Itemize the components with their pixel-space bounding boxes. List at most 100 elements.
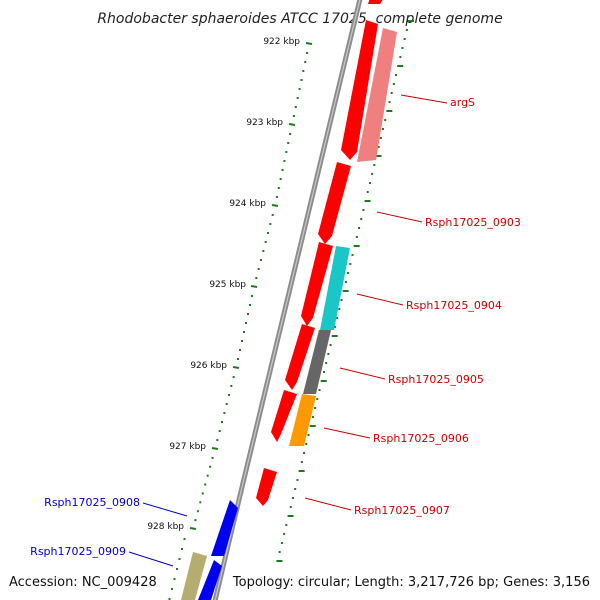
outer-major-tick — [397, 65, 404, 67]
outer-major-tick — [408, 20, 414, 22]
outer-minor-tick — [382, 128, 385, 130]
minor-tick-mark — [302, 70, 305, 72]
outer-minor-tick — [307, 434, 310, 436]
feature-0909-khaki[interactable] — [181, 552, 207, 600]
minor-tick-mark — [194, 519, 197, 522]
outer-minor-tick — [329, 344, 332, 346]
outer-minor-tick — [355, 236, 358, 238]
outer-major-tick — [309, 425, 316, 427]
minor-tick-mark — [232, 376, 235, 378]
outer-major-tick — [320, 380, 327, 382]
outer-minor-tick — [351, 254, 354, 256]
outer-minor-tick — [338, 308, 341, 310]
minor-tick-mark — [173, 578, 176, 580]
minor-tick-mark — [255, 277, 258, 279]
minor-tick-mark — [178, 558, 181, 560]
gene-arrow-argS[interactable] — [341, 20, 378, 160]
gene-arrow-0907[interactable] — [256, 468, 277, 506]
minor-tick-mark — [298, 88, 301, 90]
outer-minor-tick — [390, 92, 393, 94]
outer-minor-tick — [285, 524, 288, 526]
outer-minor-tick — [316, 398, 319, 400]
minor-tick-mark — [225, 403, 228, 405]
minor-tick-mark — [201, 492, 204, 495]
gene-label[interactable]: argS — [450, 96, 475, 109]
tick-label: 928 kbp — [147, 522, 184, 532]
outer-minor-tick — [349, 263, 352, 265]
minor-tick-mark — [294, 106, 297, 108]
outer-minor-tick — [305, 443, 308, 445]
gene-arrow-0908[interactable] — [211, 500, 238, 556]
major-tick-mark — [271, 204, 279, 207]
outer-minor-tick — [280, 542, 283, 544]
minor-tick-mark — [204, 483, 207, 486]
accession-text: Accession: NC_009428 — [9, 575, 157, 590]
minor-tick-mark — [283, 160, 286, 162]
minor-tick-mark — [300, 79, 303, 81]
minor-tick-mark — [196, 510, 199, 513]
minor-tick-mark — [285, 151, 288, 153]
gene-label[interactable]: Rsph17025_0903 — [425, 216, 521, 229]
minor-tick-mark — [183, 538, 186, 540]
genome-summary-text: Topology: circular; Length: 3,217,726 bp… — [232, 575, 590, 590]
outer-major-tick — [298, 470, 305, 472]
gene-label[interactable]: Rsph17025_0905 — [388, 373, 484, 386]
tick-label: 924 kbp — [229, 199, 266, 209]
minor-tick-mark — [199, 501, 202, 504]
outer-minor-tick — [384, 119, 387, 121]
feature-0905-grey[interactable] — [303, 330, 331, 394]
gene-label[interactable]: Rsph17025_0909 — [30, 545, 126, 558]
label-leader-line — [376, 211, 423, 223]
tick-label: 925 kbp — [209, 280, 246, 290]
gene-arrow-0903[interactable] — [318, 162, 351, 244]
outer-minor-tick — [303, 452, 306, 454]
minor-tick-mark — [218, 430, 221, 432]
feature-argS-pink[interactable] — [357, 28, 397, 162]
outer-minor-tick — [358, 227, 361, 229]
outer-major-tick — [353, 245, 360, 247]
outer-minor-tick — [325, 362, 328, 364]
outer-minor-tick — [362, 209, 365, 211]
feature-0906-orange[interactable] — [289, 394, 316, 446]
outer-minor-tick — [405, 29, 408, 31]
outer-minor-tick — [395, 74, 398, 76]
minor-tick-mark — [176, 568, 178, 570]
outer-major-tick — [287, 515, 294, 517]
outer-major-tick — [331, 335, 338, 337]
gene-arrow-argS-top[interactable] — [368, 0, 384, 4]
gene-arrow-0909[interactable] — [198, 560, 222, 600]
minor-tick-mark — [251, 295, 253, 297]
map-title: Rhodobacter sphaeroides ATCC 17025, comp… — [97, 11, 502, 27]
outer-minor-tick — [360, 218, 363, 220]
kbp-tick-marks: 922 kbp 923 kbp 924 kbp 925 kbp 926 kbp 927 k… — [147, 37, 313, 600]
outer-minor-tick — [333, 326, 336, 328]
minor-tick-mark — [211, 456, 214, 459]
major-tick-mark — [305, 42, 313, 45]
gene-label[interactable]: Rsph17025_0908 — [44, 496, 140, 509]
gene-label[interactable]: Rsph17025_0906 — [373, 432, 469, 445]
feature-0904-cyan[interactable] — [320, 246, 350, 330]
tick-label: 922 kbp — [263, 37, 300, 47]
outer-minor-tick — [291, 497, 294, 499]
minor-tick-mark — [257, 268, 260, 270]
minor-tick-mark — [264, 241, 267, 243]
minor-tick-mark — [281, 169, 284, 171]
gene-arrow-0906[interactable] — [271, 390, 297, 442]
major-tick-mark — [232, 366, 240, 369]
minor-tick-mark — [249, 304, 251, 306]
gene-arrow-0904[interactable] — [301, 242, 333, 326]
minor-tick-mark — [221, 421, 223, 423]
label-leader-line — [323, 427, 371, 439]
gene-label[interactable]: Rsph17025_0907 — [354, 504, 450, 517]
gene-label[interactable]: Rsph17025_0904 — [406, 299, 502, 312]
tick-label: 927 kbp — [169, 442, 206, 452]
outer-minor-tick — [311, 416, 314, 418]
minor-tick-mark — [271, 214, 274, 216]
outer-minor-tick — [373, 164, 376, 166]
minor-tick-mark — [245, 322, 247, 324]
label-leader-line — [128, 551, 174, 567]
minor-tick-mark — [216, 439, 219, 441]
minor-tick-mark — [241, 340, 243, 342]
gene-arrow-0905[interactable] — [285, 324, 315, 390]
